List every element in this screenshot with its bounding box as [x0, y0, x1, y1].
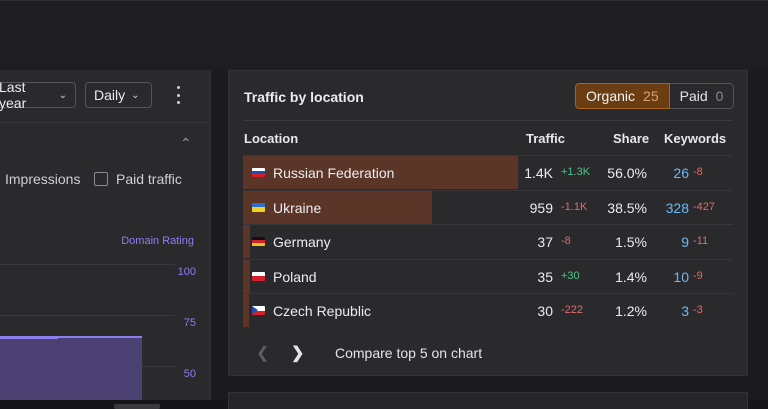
share-bar [243, 190, 433, 224]
top-divider [0, 0, 768, 1]
share-value: 1.4% [615, 268, 647, 285]
keywords-value: 328 [665, 199, 689, 216]
traffic-value: 35 [537, 268, 553, 285]
share-bar [243, 156, 518, 189]
column-header-keywords[interactable]: Keywords [664, 131, 727, 146]
keywords-value: 9 [681, 234, 689, 250]
chevron-left-icon[interactable]: ❮ [256, 345, 270, 362]
kebab-icon[interactable] [172, 86, 184, 104]
domain-rating-line-step [0, 337, 58, 339]
panel-title: Traffic by location [244, 89, 364, 105]
traffic-value: 30 [537, 303, 553, 319]
traffic-delta: +1.3K [561, 166, 591, 178]
keywords-value: 3 [681, 303, 689, 319]
table-row[interactable]: Czech Republic 30 -222 1.2% 3 -3 [243, 293, 733, 327]
traffic-by-location-panel: Traffic by location Organic 25 Paid 0 Lo… [228, 70, 748, 376]
keywords-delta: -3 [693, 304, 703, 316]
scrollbar-thumb[interactable] [114, 404, 160, 409]
period-dropdown-label: Last year [0, 79, 27, 111]
keywords-delta: -11 [693, 235, 709, 247]
paid-traffic-legend[interactable]: Paid traffic [116, 171, 182, 187]
paid-tab-label: Paid [679, 88, 708, 104]
chevron-up-icon[interactable]: ⌃ [180, 135, 192, 151]
overview-chart-panel: Last year ⌄ Daily ⌄ ⌃ Impressions Paid t… [0, 70, 211, 400]
traffic-value: 959 [529, 199, 553, 216]
flag-icon [252, 202, 265, 212]
top-bar [0, 0, 768, 70]
domain-rating-axis-label: Domain Rating [121, 235, 194, 247]
domain-rating-area [0, 336, 142, 400]
traffic-delta: -8 [561, 235, 571, 247]
table-row[interactable]: Russian Federation 1.4K +1.3K 56.0% 26 -8 [243, 155, 733, 189]
axis-tick-75: 75 [183, 317, 196, 329]
share-value: 56.0% [607, 165, 647, 181]
country-name: Poland [273, 268, 317, 285]
keywords-delta: -8 [693, 166, 703, 178]
share-bar [243, 259, 250, 293]
chevron-right-icon[interactable]: ❯ [291, 345, 305, 362]
next-panel [228, 392, 748, 409]
column-header-share[interactable]: Share [613, 131, 650, 146]
gridline [0, 315, 175, 316]
organic-tab-label: Organic [586, 88, 636, 104]
gridline [0, 264, 175, 265]
traffic-type-toggle: Organic 25 Paid 0 [575, 83, 735, 109]
period-dropdown[interactable]: Last year ⌄ [0, 79, 76, 111]
domain-rating-line [0, 336, 142, 338]
interval-dropdown[interactable]: Daily ⌄ [85, 82, 152, 108]
compare-top-5-link[interactable]: Compare top 5 on chart [335, 345, 483, 361]
traffic-delta: -1.1K [561, 200, 588, 213]
chevron-down-icon: ⌄ [58, 89, 67, 101]
traffic-value: 1.4K [524, 165, 553, 181]
table-row[interactable]: Poland 35 +30 1.4% 10 -9 [243, 258, 733, 293]
traffic-delta: -222 [561, 304, 584, 316]
divider [0, 122, 210, 123]
interval-dropdown-label: Daily [94, 87, 126, 103]
share-bar [243, 294, 249, 327]
organic-count: 25 [643, 88, 659, 104]
flag-icon [252, 168, 265, 177]
keywords-delta: -427 [693, 200, 716, 213]
keywords-value: 10 [673, 268, 689, 285]
organic-tab[interactable]: Organic 25 [575, 83, 670, 109]
paid-traffic-checkbox[interactable] [94, 172, 108, 186]
flag-icon [252, 271, 265, 281]
traffic-value: 37 [537, 234, 553, 250]
paid-count: 0 [715, 88, 724, 104]
table-row[interactable]: Germany 37 -8 1.5% 9 -11 [243, 224, 733, 258]
country-name: Czech Republic [273, 303, 372, 319]
country-name: Germany [273, 234, 331, 250]
keywords-value: 26 [673, 165, 689, 181]
share-value: 1.2% [615, 303, 647, 319]
flag-icon [252, 237, 265, 246]
divider [243, 120, 733, 121]
paid-tab[interactable]: Paid 0 [669, 83, 735, 109]
share-bar [243, 225, 251, 258]
impressions-legend[interactable]: Impressions [5, 171, 81, 187]
flag-icon [252, 306, 265, 315]
chevron-down-icon: ⌄ [131, 89, 140, 101]
column-header-location[interactable]: Location [244, 131, 299, 146]
table-row[interactable]: Ukraine 959 -1.1K 38.5% 328 -427 [243, 189, 733, 224]
country-name: Russian Federation [273, 165, 395, 181]
keywords-delta: -9 [693, 269, 703, 282]
share-value: 38.5% [607, 199, 647, 216]
traffic-delta: +30 [561, 269, 580, 282]
share-value: 1.5% [615, 234, 647, 250]
column-header-traffic[interactable]: Traffic [526, 131, 566, 146]
country-name: Ukraine [273, 199, 322, 216]
axis-tick-50: 50 [183, 368, 196, 380]
axis-tick-100: 100 [177, 266, 196, 278]
